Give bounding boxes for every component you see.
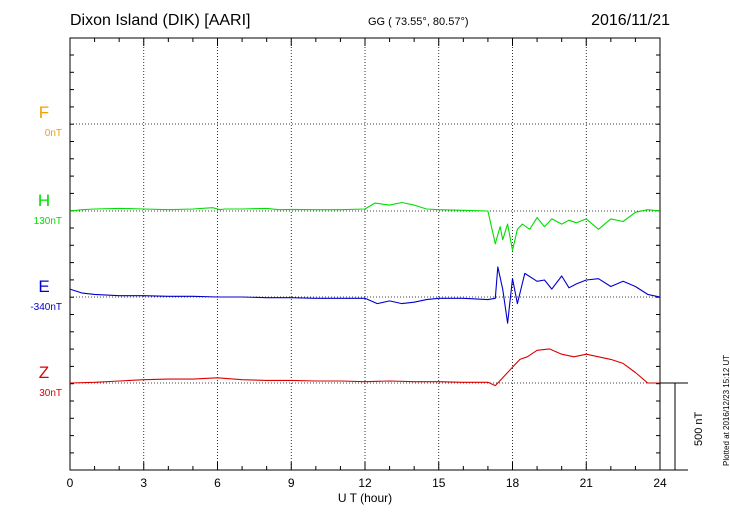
x-axis-label: U T (hour)	[338, 491, 392, 505]
series-baseline-h: 130nT	[34, 216, 62, 227]
series-baseline-e: -340nT	[30, 302, 62, 313]
series-baseline-z: 30nT	[39, 388, 62, 399]
x-tick-label: 3	[140, 476, 147, 490]
date-label: 2016/11/21	[591, 12, 670, 29]
station-coordinates: GG ( 73.55°, 80.57°)	[368, 16, 469, 28]
x-tick-label: 21	[580, 476, 594, 490]
plotted-timestamp: Plotted at 2016/12/23 15:12 UT	[722, 354, 730, 466]
series-name-h: H	[38, 191, 50, 210]
station-title: Dixon Island (DIK) [AARI]	[70, 12, 251, 29]
x-tick-label: 9	[288, 476, 295, 490]
x-tick-label: 6	[214, 476, 221, 490]
series-line-h	[69, 201, 661, 251]
series-name-e: E	[38, 277, 49, 296]
x-tick-label: 12	[358, 476, 372, 490]
series-name-z: Z	[39, 363, 49, 382]
scale-bar-label: 500 nT	[693, 411, 705, 446]
x-tick-label: 0	[67, 476, 74, 490]
x-tick-label: 18	[506, 476, 520, 490]
series-name-f: F	[39, 103, 49, 122]
series-line-z	[69, 348, 660, 387]
series-baseline-f: 0nT	[45, 128, 62, 139]
series-line-e	[69, 266, 661, 324]
x-tick-label: 15	[432, 476, 446, 490]
x-tick-label: 24	[653, 476, 667, 490]
